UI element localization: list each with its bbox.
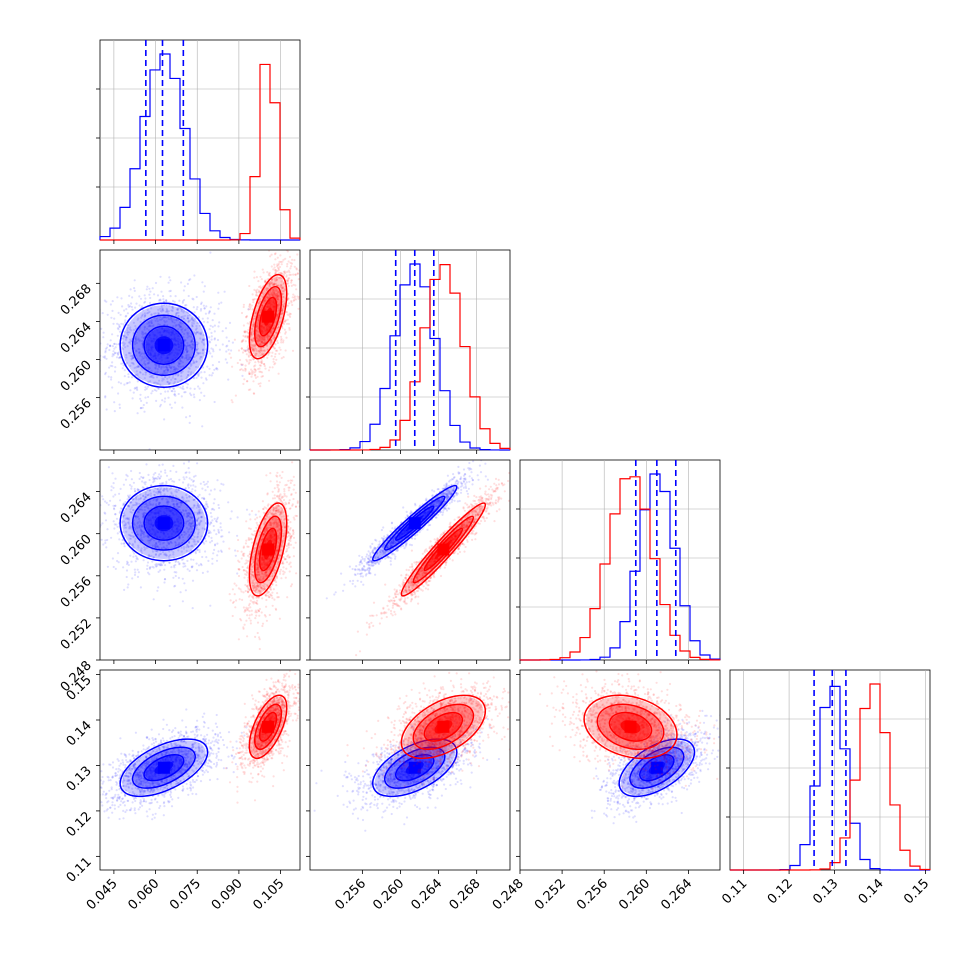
contour-series-1	[608, 711, 653, 742]
contour-series-0	[143, 325, 185, 365]
scatter-panel-3-0	[99, 669, 301, 871]
scatter-panel-2-0	[99, 459, 301, 661]
contour-series-1	[253, 703, 283, 751]
contour-series-0	[119, 484, 209, 562]
y-tick-label-3-3: 0.14	[64, 718, 95, 749]
x-tick-label-1-2: 0.264	[408, 876, 445, 913]
hist-panel-1	[306, 249, 511, 451]
contour-series-0	[119, 302, 209, 388]
x-tick-label-3-2: 0.13	[810, 876, 841, 907]
contour-series-0	[395, 754, 435, 782]
x-tick-label-3-4: 0.15	[901, 876, 932, 907]
contour-series-1	[400, 502, 487, 597]
contour-series-0	[143, 754, 185, 782]
y-tick-label-2-3: 0.260	[58, 532, 95, 569]
scatter-panel-3-2	[519, 669, 721, 871]
hist-panel-0	[96, 39, 301, 241]
histogram-series-0-param-0	[99, 53, 300, 241]
y-tick-label-2-2: 0.256	[58, 574, 95, 611]
x-tick-label-1-0: 0.256	[332, 876, 369, 913]
x-tick-label-1-3: 0.268	[447, 876, 484, 913]
y-tick-label-3-1: 0.12	[64, 809, 95, 840]
x-tick-label-2-1: 0.252	[532, 876, 569, 913]
scatter-panel-2-1	[309, 459, 511, 661]
contour-series-1	[248, 273, 288, 360]
x-tick-label-3-0: 0.11	[719, 876, 750, 907]
y-tick-label-2-4: 0.264	[58, 490, 95, 527]
x-tick-label-2-0: 0.248	[490, 876, 527, 913]
contour-series-1	[248, 502, 288, 597]
contour-series-1	[423, 711, 464, 742]
x-tick-label-0-1: 0.060	[125, 876, 162, 913]
contour-series-0	[629, 746, 685, 789]
contour-series-1	[253, 285, 283, 348]
contour-series-0	[131, 314, 196, 376]
x-tick-label-0-2: 0.075	[167, 876, 204, 913]
histogram-series-1-param-2	[519, 476, 721, 661]
contour-series-0	[143, 505, 185, 541]
x-tick-label-3-1: 0.12	[765, 876, 796, 907]
x-tick-label-2-3: 0.260	[616, 876, 653, 913]
y-tick-label-2-1: 0.252	[58, 616, 95, 653]
y-tick-label-3-0: 0.11	[64, 855, 95, 886]
histogram-series-1-param-3	[730, 683, 931, 871]
y-tick-label-1-0: 0.256	[58, 396, 95, 433]
x-tick-label-0-0: 0.045	[84, 876, 121, 913]
contour-series-1	[400, 694, 487, 760]
hist-panel-3	[726, 669, 931, 871]
x-tick-label-0-4: 0.105	[250, 876, 287, 913]
contour-series-0	[372, 738, 458, 798]
contour-series-0	[119, 738, 209, 798]
histogram-series-0-param-2	[520, 473, 721, 661]
contour-series-0	[131, 495, 196, 551]
hist-panel-2	[516, 459, 721, 661]
histogram-series-1-param-0	[100, 63, 301, 241]
scatter-panel-1-0	[99, 249, 301, 451]
y-tick-label-1-2: 0.264	[58, 320, 95, 357]
contour-series-0	[639, 754, 675, 782]
contour-series-0	[131, 746, 196, 789]
scatter-panel-3-1	[309, 669, 511, 871]
y-tick-label-1-1: 0.260	[58, 358, 95, 395]
contour-series-1	[258, 296, 278, 337]
y-tick-label-3-2: 0.13	[64, 764, 95, 795]
contour-series-0	[618, 738, 696, 798]
contour-series-1	[248, 694, 288, 760]
contour-series-1	[583, 694, 678, 760]
contour-series-1	[412, 703, 475, 751]
x-tick-label-2-2: 0.256	[574, 876, 611, 913]
histogram-series-1-param-1	[310, 264, 511, 451]
x-tick-label-0-3: 0.090	[209, 876, 246, 913]
contour-series-1	[253, 515, 283, 584]
x-tick-label-2-4: 0.264	[658, 876, 695, 913]
x-tick-label-1-1: 0.260	[370, 876, 407, 913]
x-tick-label-3-3: 0.14	[856, 876, 887, 907]
contour-series-1	[596, 703, 665, 751]
contour-series-1	[258, 527, 278, 572]
y-tick-label-1-3: 0.268	[58, 282, 95, 319]
